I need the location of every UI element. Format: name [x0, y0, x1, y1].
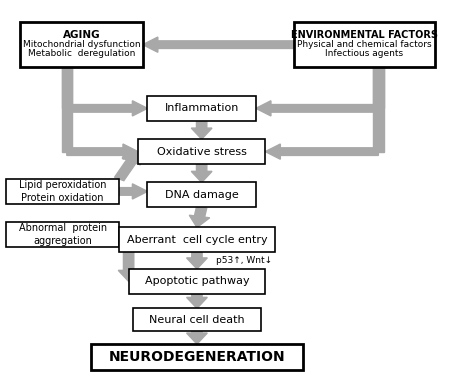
FancyBboxPatch shape [119, 228, 275, 252]
Text: Infectious agents: Infectious agents [325, 49, 403, 58]
Text: NEURODEGENERATION: NEURODEGENERATION [109, 350, 285, 364]
FancyArrow shape [67, 144, 138, 159]
FancyArrow shape [256, 101, 378, 116]
FancyArrow shape [191, 121, 212, 139]
FancyArrow shape [373, 67, 383, 108]
Text: Protein oxidation: Protein oxidation [21, 193, 104, 203]
Text: Lipid peroxidation: Lipid peroxidation [19, 180, 106, 190]
Text: Abnormal  protein: Abnormal protein [18, 223, 107, 233]
FancyBboxPatch shape [138, 139, 265, 164]
Text: AGING: AGING [63, 30, 100, 40]
FancyArrow shape [119, 184, 147, 199]
Text: Inflammation: Inflammation [164, 103, 239, 113]
FancyArrow shape [62, 67, 72, 108]
Text: Neural cell death: Neural cell death [149, 315, 245, 325]
FancyBboxPatch shape [128, 269, 265, 294]
Text: Oxidative stress: Oxidative stress [157, 147, 246, 157]
FancyBboxPatch shape [91, 344, 303, 370]
Text: ENVIRONMENTAL FACTORS: ENVIRONMENTAL FACTORS [291, 30, 438, 40]
Text: Apoptotic pathway: Apoptotic pathway [145, 276, 249, 286]
FancyArrow shape [187, 252, 207, 269]
Text: Physical and chemical factors: Physical and chemical factors [297, 40, 431, 49]
FancyBboxPatch shape [6, 222, 119, 247]
FancyArrow shape [187, 331, 207, 344]
FancyArrow shape [187, 294, 207, 308]
FancyArrow shape [62, 67, 72, 152]
FancyBboxPatch shape [147, 182, 256, 207]
FancyArrow shape [115, 152, 140, 181]
FancyArrow shape [265, 144, 378, 159]
FancyBboxPatch shape [6, 179, 119, 204]
Text: Metabolic  deregulation: Metabolic deregulation [28, 49, 135, 58]
FancyArrow shape [189, 207, 210, 228]
FancyBboxPatch shape [133, 308, 261, 331]
FancyBboxPatch shape [147, 96, 256, 121]
Text: aggregation: aggregation [33, 236, 92, 246]
Text: p53↑, Wnt↓: p53↑, Wnt↓ [216, 256, 272, 265]
FancyArrow shape [373, 67, 383, 152]
FancyBboxPatch shape [20, 22, 143, 67]
Text: Aberrant  cell cycle entry: Aberrant cell cycle entry [127, 235, 267, 245]
FancyArrow shape [118, 235, 139, 281]
Text: DNA damage: DNA damage [165, 190, 238, 200]
FancyBboxPatch shape [293, 22, 435, 67]
FancyArrow shape [67, 101, 147, 116]
Text: Mitochondrial dysfunction: Mitochondrial dysfunction [23, 40, 140, 49]
FancyArrow shape [143, 37, 293, 52]
FancyArrow shape [191, 164, 212, 182]
FancyArrow shape [119, 231, 128, 238]
